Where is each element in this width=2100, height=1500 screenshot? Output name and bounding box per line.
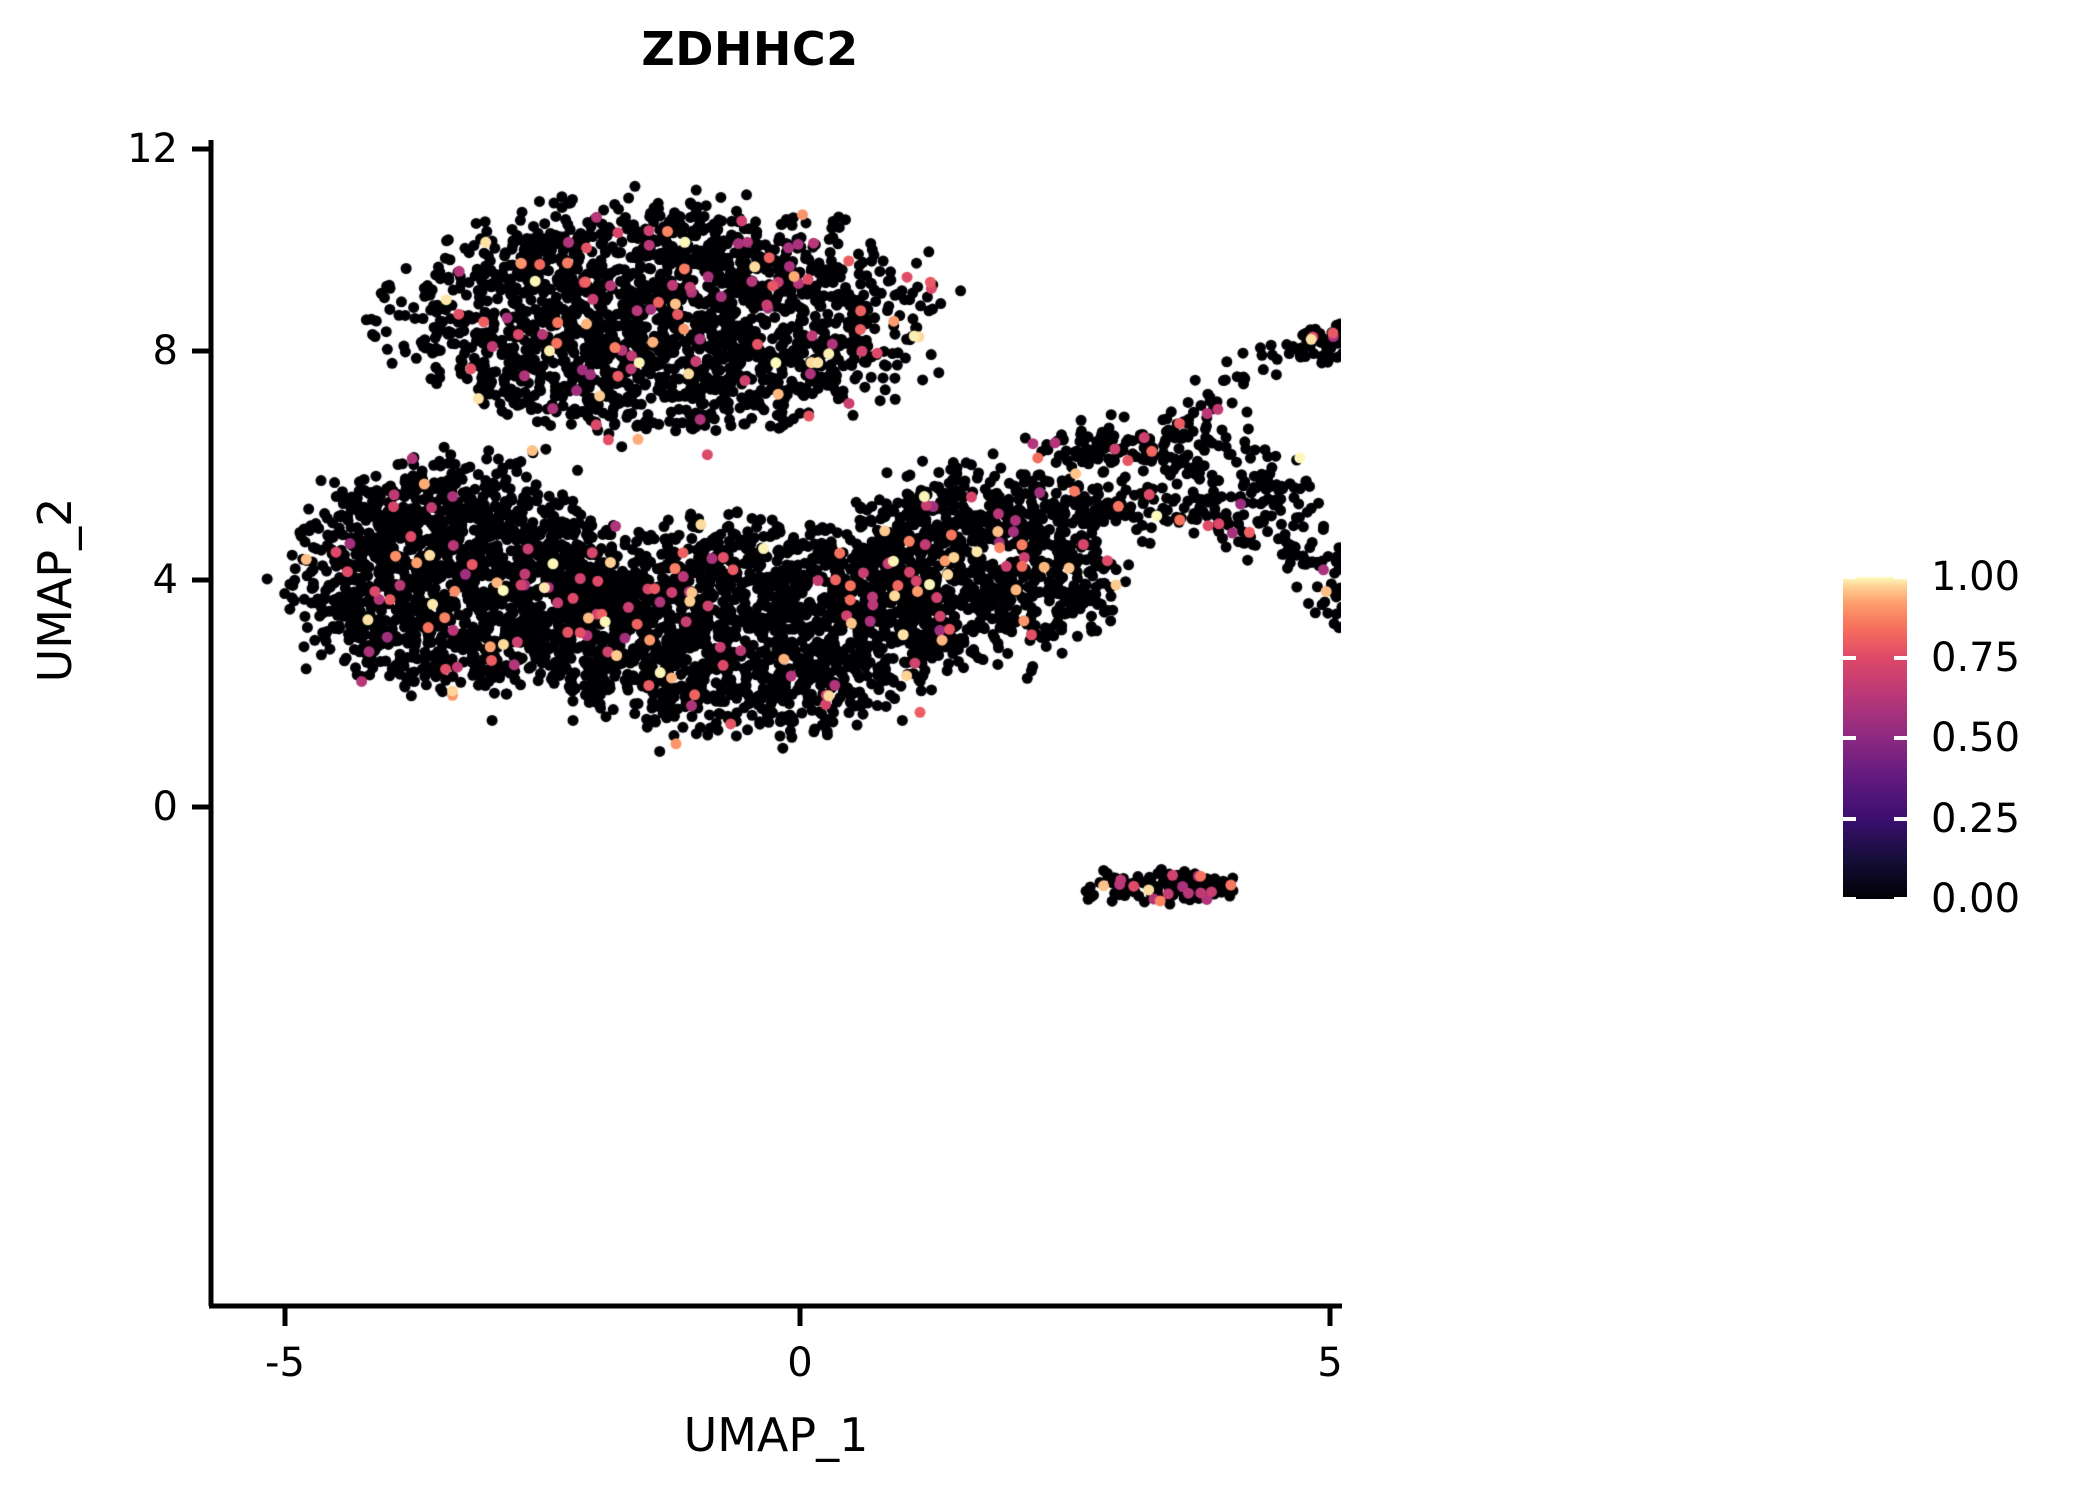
colorbar[interactable]: 1.00 0.75 0.50 0.25 0.00 — [1843, 554, 2020, 922]
colorbar-tick-0.50 — [1894, 736, 1907, 740]
colorbar-tick-0.00 — [1894, 897, 1907, 901]
colorbar-label-0.50: 0.50 — [1931, 715, 2021, 761]
scatter-plot-area[interactable] — [211, 140, 1341, 1306]
colorbar-tick-0.25 — [1843, 816, 1856, 821]
colorbar-tick-0.25 — [1894, 816, 1907, 821]
colorbar-tick-1.00 — [1843, 575, 1856, 579]
colorbar-label-1.00: 1.00 — [1931, 554, 2021, 600]
x-tick-label-minus5: -5 — [265, 1340, 305, 1386]
colorbar-label-0.75: 0.75 — [1931, 634, 2021, 681]
y-tick-label-8: 8 — [152, 328, 178, 374]
colorbar-label-0.25: 0.25 — [1931, 795, 2021, 842]
x-axis-label: UMAP_1 — [683, 1408, 869, 1462]
y-tick-label-4: 4 — [152, 557, 178, 603]
colorbar-tick-0.00 — [1843, 897, 1856, 901]
y-tick-label-12: 12 — [127, 126, 178, 172]
x-tick-label-0: 0 — [787, 1340, 813, 1386]
colorbar-tick-1.00 — [1894, 575, 1907, 579]
colorbar-tick-0.75 — [1894, 655, 1907, 660]
colorbar-label-0.00: 0.00 — [1931, 876, 2021, 922]
colorbar-tick-0.50 — [1843, 736, 1856, 740]
y-axis-label: UMAP_2 — [28, 497, 82, 683]
x-tick-label-5: 5 — [1317, 1340, 1343, 1386]
colorbar-tick-0.75 — [1843, 655, 1856, 660]
page-title: ZDHHC2 — [641, 22, 859, 76]
y-tick-label-0: 0 — [152, 784, 178, 830]
